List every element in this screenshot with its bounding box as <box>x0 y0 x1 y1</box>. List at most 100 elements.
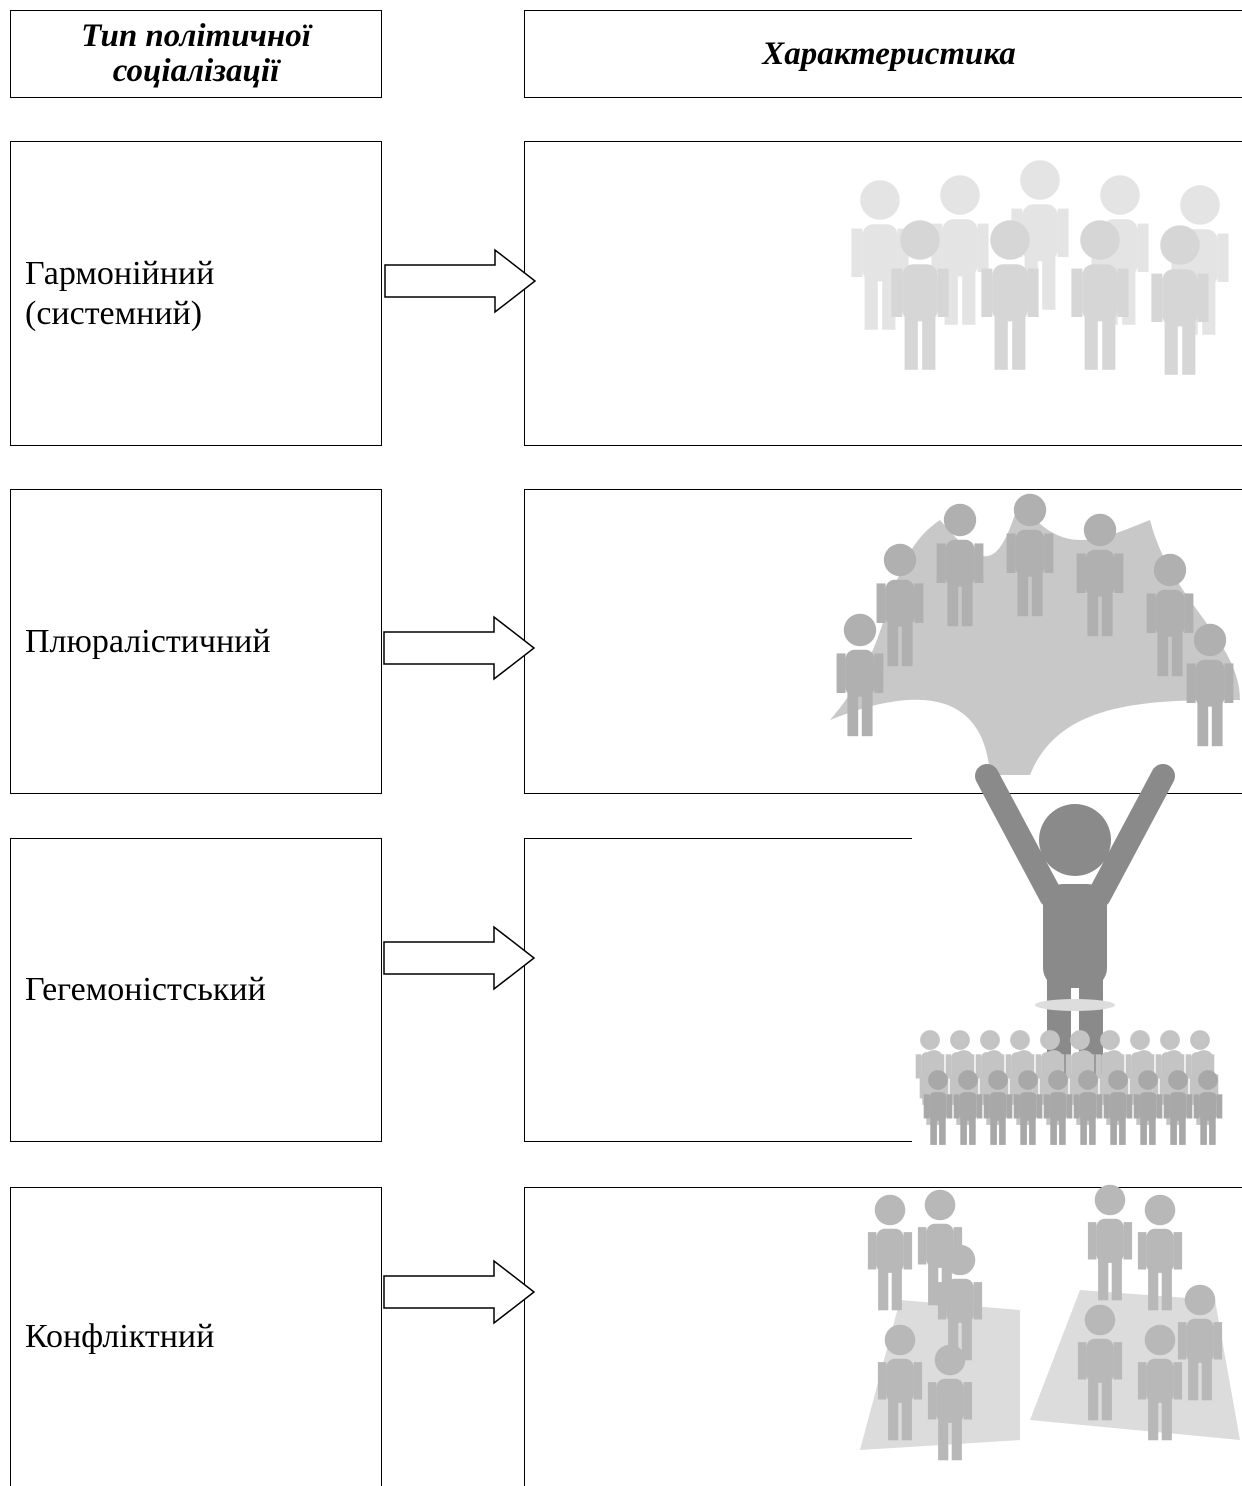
picture-shape <box>1082 264 1118 322</box>
picture-shape <box>1113 1342 1123 1380</box>
picture-shape <box>1144 1324 1176 1356</box>
picture-shape <box>1157 633 1169 677</box>
picture-shape <box>1096 1218 1124 1263</box>
picture-shape <box>913 1362 923 1400</box>
picture-shape <box>1015 529 1045 577</box>
header-cell: Тип політичної соціалізації <box>10 10 382 98</box>
picture-shape <box>891 1269 902 1311</box>
picture-shape <box>1044 533 1054 573</box>
picture-shape <box>1211 703 1223 747</box>
picture-shape <box>876 1228 904 1273</box>
picture-shape <box>1066 1094 1073 1119</box>
picture-shape <box>1013 1094 1020 1119</box>
picture-shape <box>1134 1050 1154 1070</box>
arrow <box>383 925 536 991</box>
picture-shape <box>989 1092 1007 1121</box>
picture-shape <box>901 623 913 667</box>
picture-shape <box>961 1319 972 1361</box>
picture-shape <box>936 1378 964 1423</box>
picture-shape <box>877 1362 887 1400</box>
picture-shape <box>1177 1322 1187 1360</box>
picture-shape <box>975 764 1063 908</box>
picture-shape <box>1137 1232 1147 1270</box>
picture-shape <box>1195 659 1225 707</box>
picture-shape <box>1156 1094 1163 1119</box>
picture-shape <box>1144 1194 1176 1226</box>
picture-shape <box>1151 273 1163 322</box>
type-cell: Конфліктний <box>10 1187 382 1486</box>
picture-shape <box>1057 208 1069 257</box>
picture-shape <box>1117 268 1129 317</box>
picture-shape <box>874 1194 906 1226</box>
picture-shape <box>864 277 878 330</box>
picture-shape <box>1180 185 1220 225</box>
picture-shape <box>847 693 859 737</box>
picture-shape <box>1006 533 1016 573</box>
picture-shape <box>1198 1070 1218 1090</box>
picture-shape <box>883 543 917 577</box>
picture-shape <box>994 317 1008 370</box>
picture-shape <box>1148 1399 1159 1441</box>
picture-shape <box>1101 1379 1112 1421</box>
picture-shape <box>1077 1342 1087 1380</box>
picture-shape <box>988 1070 1008 1090</box>
picture-shape <box>990 220 1030 260</box>
picture-shape <box>1086 1338 1114 1383</box>
type-cell: Гармонійний (системний) <box>10 141 382 446</box>
picture-shape <box>1148 1269 1159 1311</box>
picture-shape <box>1019 1092 1037 1121</box>
picture-shape <box>934 1344 966 1376</box>
picture-shape <box>1155 589 1185 637</box>
header-text: Тип політичної соціалізації <box>81 18 311 89</box>
picture-shape <box>930 1118 937 1145</box>
type-cell: Гегемоністський <box>10 838 382 1142</box>
picture-shape <box>1129 1074 1136 1099</box>
picture-shape <box>878 1269 889 1311</box>
picture-shape <box>980 1030 1000 1050</box>
picture-shape <box>1182 322 1196 375</box>
picture-shape <box>1089 1118 1096 1145</box>
picture-shape <box>1095 1054 1102 1079</box>
picture-shape <box>960 1118 967 1145</box>
picture-shape <box>1123 1222 1133 1260</box>
picture-shape <box>1018 1070 1038 1090</box>
picture-shape <box>1161 1269 1172 1311</box>
picture-shape <box>860 180 900 220</box>
picture-shape <box>1119 1118 1126 1145</box>
picture-shape <box>944 1244 976 1276</box>
picture-shape <box>1017 573 1029 617</box>
picture-shape <box>1012 317 1026 370</box>
picture-shape <box>1094 1184 1126 1216</box>
type-label: Гармонійний (системний) <box>25 255 215 332</box>
picture-shape <box>924 1050 944 1070</box>
picture-shape <box>1014 1050 1034 1070</box>
picture-shape <box>1173 1232 1183 1270</box>
picture-shape <box>1039 804 1111 876</box>
picture-shape <box>874 653 884 693</box>
picture-shape <box>1031 573 1043 617</box>
picture-shape <box>1139 1092 1157 1121</box>
arrow <box>383 615 536 681</box>
picture-shape <box>1013 493 1047 527</box>
arrow <box>384 248 537 314</box>
picture-shape <box>928 1264 939 1306</box>
picture-shape <box>1184 1284 1216 1316</box>
picture-shape <box>1084 317 1098 370</box>
pictures <box>800 150 1242 1465</box>
picture-shape <box>1050 1118 1057 1145</box>
picture-shape <box>1085 549 1115 597</box>
picture-shape <box>1130 1030 1150 1050</box>
picture-shape <box>1076 553 1086 593</box>
picture-shape <box>1194 1050 1214 1070</box>
picture-shape <box>1161 1399 1172 1441</box>
picture-shape <box>973 1282 983 1320</box>
type-label: Плюралістичний <box>25 622 271 660</box>
picture-shape <box>885 579 915 627</box>
type-label: Конфліктний <box>25 1318 215 1356</box>
picture-shape <box>1189 1074 1196 1099</box>
picture-shape <box>1020 1118 1027 1145</box>
picture-shape <box>851 228 863 277</box>
picture-shape <box>1159 1074 1166 1099</box>
picture-shape <box>992 264 1028 322</box>
